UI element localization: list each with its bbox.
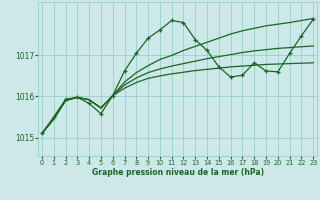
X-axis label: Graphe pression niveau de la mer (hPa): Graphe pression niveau de la mer (hPa) [92,168,264,177]
